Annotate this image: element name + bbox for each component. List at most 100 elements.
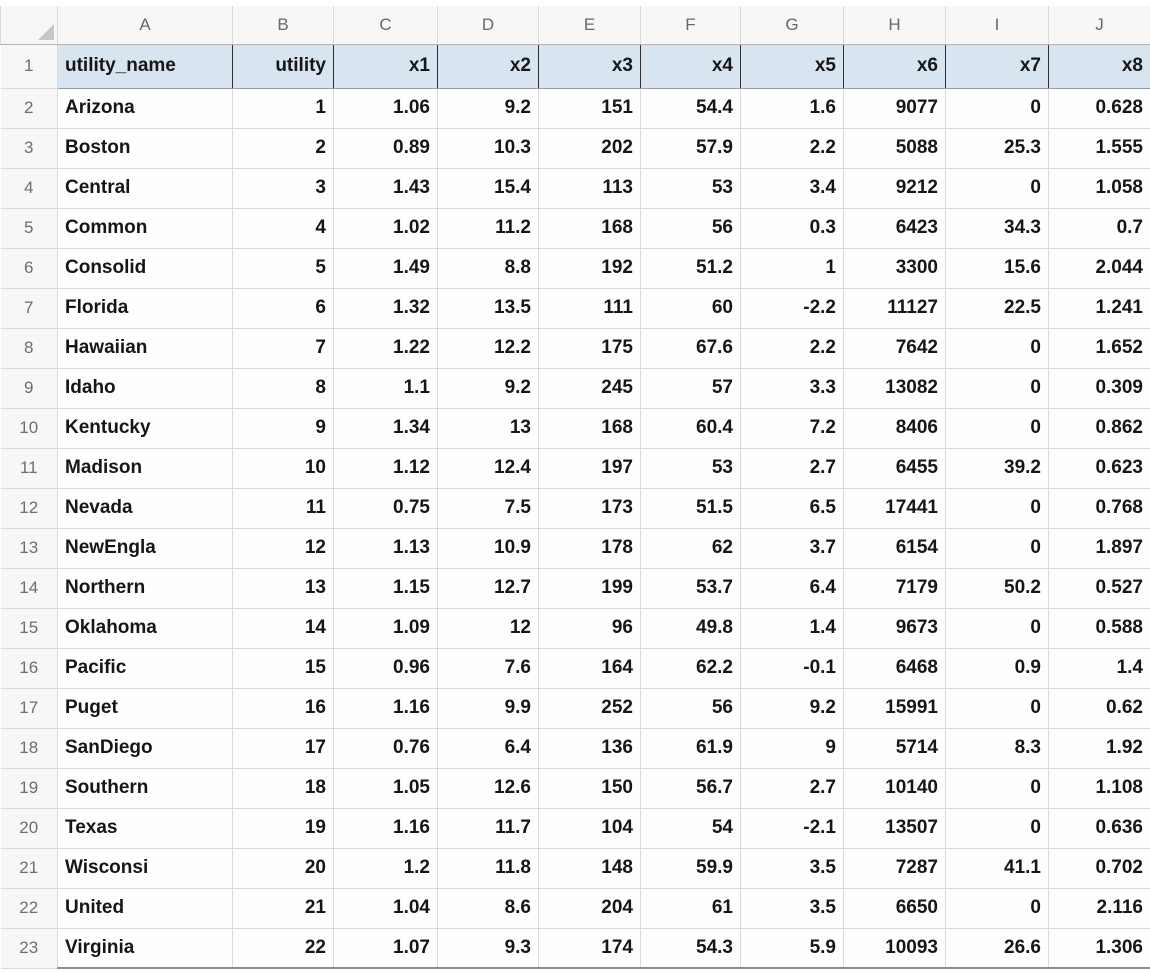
cell[interactable]: 5 [232,247,334,289]
cell[interactable]: 96 [538,607,641,649]
cell[interactable]: 6 [232,287,334,329]
cell[interactable]: 0.96 [333,647,438,689]
cell[interactable]: 9212 [843,167,946,209]
header-cell[interactable]: utility_name [57,43,233,89]
row-number[interactable]: 18 [0,727,58,769]
cell[interactable]: 245 [538,367,641,409]
row-number[interactable]: 19 [0,767,58,809]
cell[interactable]: 1 [232,87,334,129]
cell[interactable]: 3.7 [740,527,844,569]
cell[interactable]: 0.89 [333,127,438,169]
cell-utility-name[interactable]: Virginia [57,927,233,969]
cell[interactable]: 0 [945,807,1049,849]
cell[interactable]: 15.6 [945,247,1049,289]
cell[interactable]: 61.9 [640,727,741,769]
column-header-c[interactable]: C [333,6,438,45]
row-number[interactable]: 17 [0,687,58,729]
cell[interactable]: 59.9 [640,847,741,889]
cell[interactable]: 1.241 [1048,287,1150,329]
cell[interactable]: 0 [945,767,1049,809]
cell[interactable]: 5.9 [740,927,844,969]
cell[interactable]: 6423 [843,207,946,249]
cell[interactable]: 0 [945,527,1049,569]
cell[interactable]: 2.2 [740,327,844,369]
cell[interactable]: 12.4 [437,447,539,489]
cell-utility-name[interactable]: Wisconsi [57,847,233,889]
cell[interactable]: 9 [232,407,334,449]
cell[interactable]: 13.5 [437,287,539,329]
cell[interactable]: 10 [232,447,334,489]
cell[interactable]: 56 [640,207,741,249]
cell[interactable]: 60.4 [640,407,741,449]
cell[interactable]: 57 [640,367,741,409]
cell[interactable]: 6.4 [437,727,539,769]
cell[interactable]: 25.3 [945,127,1049,169]
cell[interactable]: 13 [232,567,334,609]
cell[interactable]: 113 [538,167,641,209]
cell[interactable]: 0.7 [1048,207,1150,249]
cell[interactable]: 1.4 [740,607,844,649]
cell[interactable]: 34.3 [945,207,1049,249]
cell[interactable]: 1 [740,247,844,289]
cell[interactable]: 0 [945,887,1049,929]
cell[interactable]: 2.116 [1048,887,1150,929]
cell[interactable]: 8.8 [437,247,539,289]
row-number[interactable]: 10 [0,407,58,449]
cell[interactable]: 104 [538,807,641,849]
cell[interactable]: 151 [538,87,641,129]
cell[interactable]: 0 [945,167,1049,209]
column-header-d[interactable]: D [437,6,539,45]
cell[interactable]: 1.34 [333,407,438,449]
cell[interactable]: 7.6 [437,647,539,689]
cell-utility-name[interactable]: NewEngla [57,527,233,569]
cell[interactable]: 13507 [843,807,946,849]
cell[interactable]: 0.9 [945,647,1049,689]
cell[interactable]: 13082 [843,367,946,409]
cell[interactable]: 168 [538,207,641,249]
cell[interactable]: 1.13 [333,527,438,569]
cell[interactable]: 11.7 [437,807,539,849]
row-number[interactable]: 13 [0,527,58,569]
cell-utility-name[interactable]: Northern [57,567,233,609]
cell[interactable]: 168 [538,407,641,449]
cell[interactable]: 150 [538,767,641,809]
cell[interactable]: 50.2 [945,567,1049,609]
cell[interactable]: 61 [640,887,741,929]
cell[interactable]: 12.7 [437,567,539,609]
cell[interactable]: 0.623 [1048,447,1150,489]
cell[interactable]: 21 [232,887,334,929]
cell[interactable]: -0.1 [740,647,844,689]
cell[interactable]: 7287 [843,847,946,889]
cell[interactable]: 62 [640,527,741,569]
row-number[interactable]: 16 [0,647,58,689]
cell[interactable]: 1.108 [1048,767,1150,809]
cell[interactable]: 5088 [843,127,946,169]
row-number[interactable]: 20 [0,807,58,849]
cell-utility-name[interactable]: Central [57,167,233,209]
column-header-b[interactable]: B [232,6,334,45]
cell[interactable]: 2.2 [740,127,844,169]
cell[interactable]: 9 [740,727,844,769]
cell[interactable]: 252 [538,687,641,729]
cell[interactable]: 22.5 [945,287,1049,329]
cell[interactable]: -2.2 [740,287,844,329]
cell[interactable]: 11 [232,487,334,529]
cell-utility-name[interactable]: Kentucky [57,407,233,449]
cell[interactable]: 0 [945,687,1049,729]
cell-utility-name[interactable]: Florida [57,287,233,329]
cell[interactable]: 0.75 [333,487,438,529]
cell[interactable]: 164 [538,647,641,689]
cell[interactable]: 3.5 [740,887,844,929]
cell[interactable]: 10.9 [437,527,539,569]
cell[interactable]: 18 [232,767,334,809]
cell[interactable]: 15 [232,647,334,689]
cell[interactable]: 9673 [843,607,946,649]
cell-utility-name[interactable]: United [57,887,233,929]
cell-utility-name[interactable]: Southern [57,767,233,809]
cell[interactable]: 5714 [843,727,946,769]
cell[interactable]: 1.555 [1048,127,1150,169]
column-header-i[interactable]: I [945,6,1049,45]
cell[interactable]: 67.6 [640,327,741,369]
cell[interactable]: 1.16 [333,687,438,729]
cell[interactable]: -2.1 [740,807,844,849]
